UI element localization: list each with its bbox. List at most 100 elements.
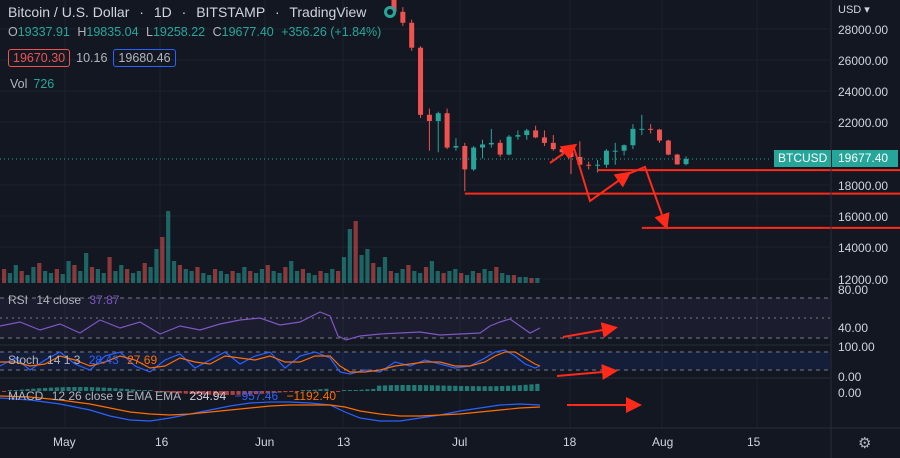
volume-bar bbox=[212, 269, 218, 283]
currency-selector[interactable]: USD ▾ bbox=[838, 4, 870, 16]
time-tick: May bbox=[53, 435, 76, 449]
volume-bar bbox=[470, 271, 475, 283]
volume-bar bbox=[19, 271, 24, 283]
macd-hist-bar bbox=[277, 391, 282, 393]
macd-hist-bar bbox=[189, 391, 194, 395]
volume-bar bbox=[201, 273, 206, 283]
stoch-band bbox=[0, 352, 830, 370]
volume-bar bbox=[189, 271, 194, 283]
price-tick: 26000.00 bbox=[838, 54, 889, 68]
macd-hist-bar bbox=[201, 391, 206, 395]
drawing-annotations bbox=[464, 143, 900, 413]
spread-value: 10.16 bbox=[76, 51, 108, 65]
exchange: BITSTAMP bbox=[196, 4, 266, 20]
macd-legend[interactable]: MACD 12 26 close 9 EMA EMA 234.94 −957.4… bbox=[8, 389, 341, 403]
volume-bar bbox=[54, 269, 59, 283]
candle-body bbox=[657, 129, 662, 141]
symbol-price-tag: BTCUSD bbox=[774, 150, 832, 167]
macd-hist-bar bbox=[482, 386, 487, 391]
high-value: 19835.04 bbox=[86, 25, 139, 39]
candle-body bbox=[665, 140, 671, 155]
volume-bar bbox=[72, 265, 77, 283]
volume-bar bbox=[318, 271, 323, 283]
volume-bar bbox=[371, 263, 376, 283]
volume-bar bbox=[236, 273, 241, 283]
macd-line bbox=[0, 397, 541, 422]
macd-hist-bar bbox=[154, 391, 159, 392]
macd-hist-bar bbox=[371, 388, 376, 391]
volume-bar bbox=[289, 261, 294, 283]
volume-bar bbox=[277, 273, 282, 283]
buy-button[interactable]: 19680.46 bbox=[113, 49, 176, 67]
symbol-name[interactable]: Bitcoin / U.S. Dollar bbox=[8, 4, 130, 20]
stoch-d-value: 27.69 bbox=[127, 353, 158, 367]
macd-hist-bar bbox=[488, 386, 493, 391]
volume-bar bbox=[113, 271, 118, 283]
volume-bar bbox=[418, 273, 423, 283]
candle-body bbox=[568, 152, 574, 157]
symbol-header[interactable]: Bitcoin / U.S. Dollar · 1D · BITSTAMP · … bbox=[8, 4, 402, 20]
volume-bar bbox=[423, 267, 429, 283]
macd-hist-bar bbox=[160, 391, 165, 392]
candle-body bbox=[426, 114, 432, 122]
candle-body bbox=[541, 137, 547, 143]
interval[interactable]: 1D bbox=[153, 4, 172, 20]
macd-tick: 0.00 bbox=[838, 386, 862, 400]
volume-bar bbox=[242, 267, 247, 283]
volume-bar bbox=[160, 237, 165, 283]
macd-hist-bar bbox=[324, 388, 329, 391]
stoch-legend[interactable]: Stoch 14 1 3 28.43 27.69 bbox=[8, 353, 162, 367]
volume-bar bbox=[166, 211, 171, 283]
volume-bar bbox=[125, 269, 130, 283]
candle-body bbox=[391, 0, 397, 12]
macd-hist-bar bbox=[7, 390, 13, 391]
volume-legend: Vol 726 bbox=[10, 77, 54, 91]
volume-bar bbox=[142, 263, 147, 283]
macd-hist-bar bbox=[89, 387, 95, 391]
volume-bar bbox=[207, 275, 212, 283]
volume-bar bbox=[136, 271, 141, 283]
macd-histogram bbox=[2, 383, 540, 395]
price-tick: 18000.00 bbox=[838, 179, 889, 193]
macd-hist-bar bbox=[43, 387, 48, 391]
rsi-legend[interactable]: RSI 14 close 37.87 bbox=[8, 293, 124, 307]
volume-bar bbox=[441, 273, 446, 283]
volume-bar bbox=[330, 269, 335, 283]
macd-hist-bar bbox=[295, 391, 300, 392]
macd-hist-bar bbox=[66, 387, 71, 391]
macd-hist-bar bbox=[130, 389, 136, 391]
candle-body bbox=[409, 22, 415, 48]
candle-body bbox=[612, 150, 618, 152]
volume-bar bbox=[259, 269, 265, 283]
volume-bar bbox=[25, 275, 30, 283]
projection-arrow bbox=[573, 147, 632, 203]
candle-body bbox=[435, 113, 441, 122]
macd-hist-bar bbox=[400, 385, 405, 391]
time-tick: 18 bbox=[563, 435, 577, 449]
macd-params: 12 26 close 9 EMA EMA bbox=[51, 389, 182, 403]
time-tick: Aug bbox=[652, 435, 674, 449]
volume-bar bbox=[43, 271, 48, 283]
volume-bar bbox=[488, 271, 493, 283]
stoch-name: Stoch bbox=[8, 353, 39, 367]
rsi-params: 14 close bbox=[36, 293, 82, 307]
sep: · bbox=[181, 4, 187, 20]
volume-bar bbox=[394, 273, 399, 283]
volume-bar bbox=[95, 269, 100, 283]
volume-bar bbox=[412, 271, 417, 283]
macd-hist-bar bbox=[336, 391, 341, 392]
macd-hist-bar bbox=[459, 385, 464, 391]
time-tick: Jun bbox=[255, 435, 275, 449]
volume-bar bbox=[494, 267, 499, 283]
low-label: L bbox=[146, 25, 153, 39]
gear-icon[interactable]: ⚙ bbox=[858, 435, 872, 452]
macd-hist-bar bbox=[166, 391, 171, 393]
time-tick: 16 bbox=[155, 435, 169, 449]
stoch-tick: 100.00 bbox=[838, 340, 875, 354]
macd-hist-bar bbox=[113, 388, 118, 391]
sell-button[interactable]: 19670.30 bbox=[8, 49, 71, 67]
volume-bar bbox=[2, 269, 7, 283]
price-tick: 16000.00 bbox=[838, 210, 889, 224]
macd-hist-bar bbox=[365, 389, 370, 391]
